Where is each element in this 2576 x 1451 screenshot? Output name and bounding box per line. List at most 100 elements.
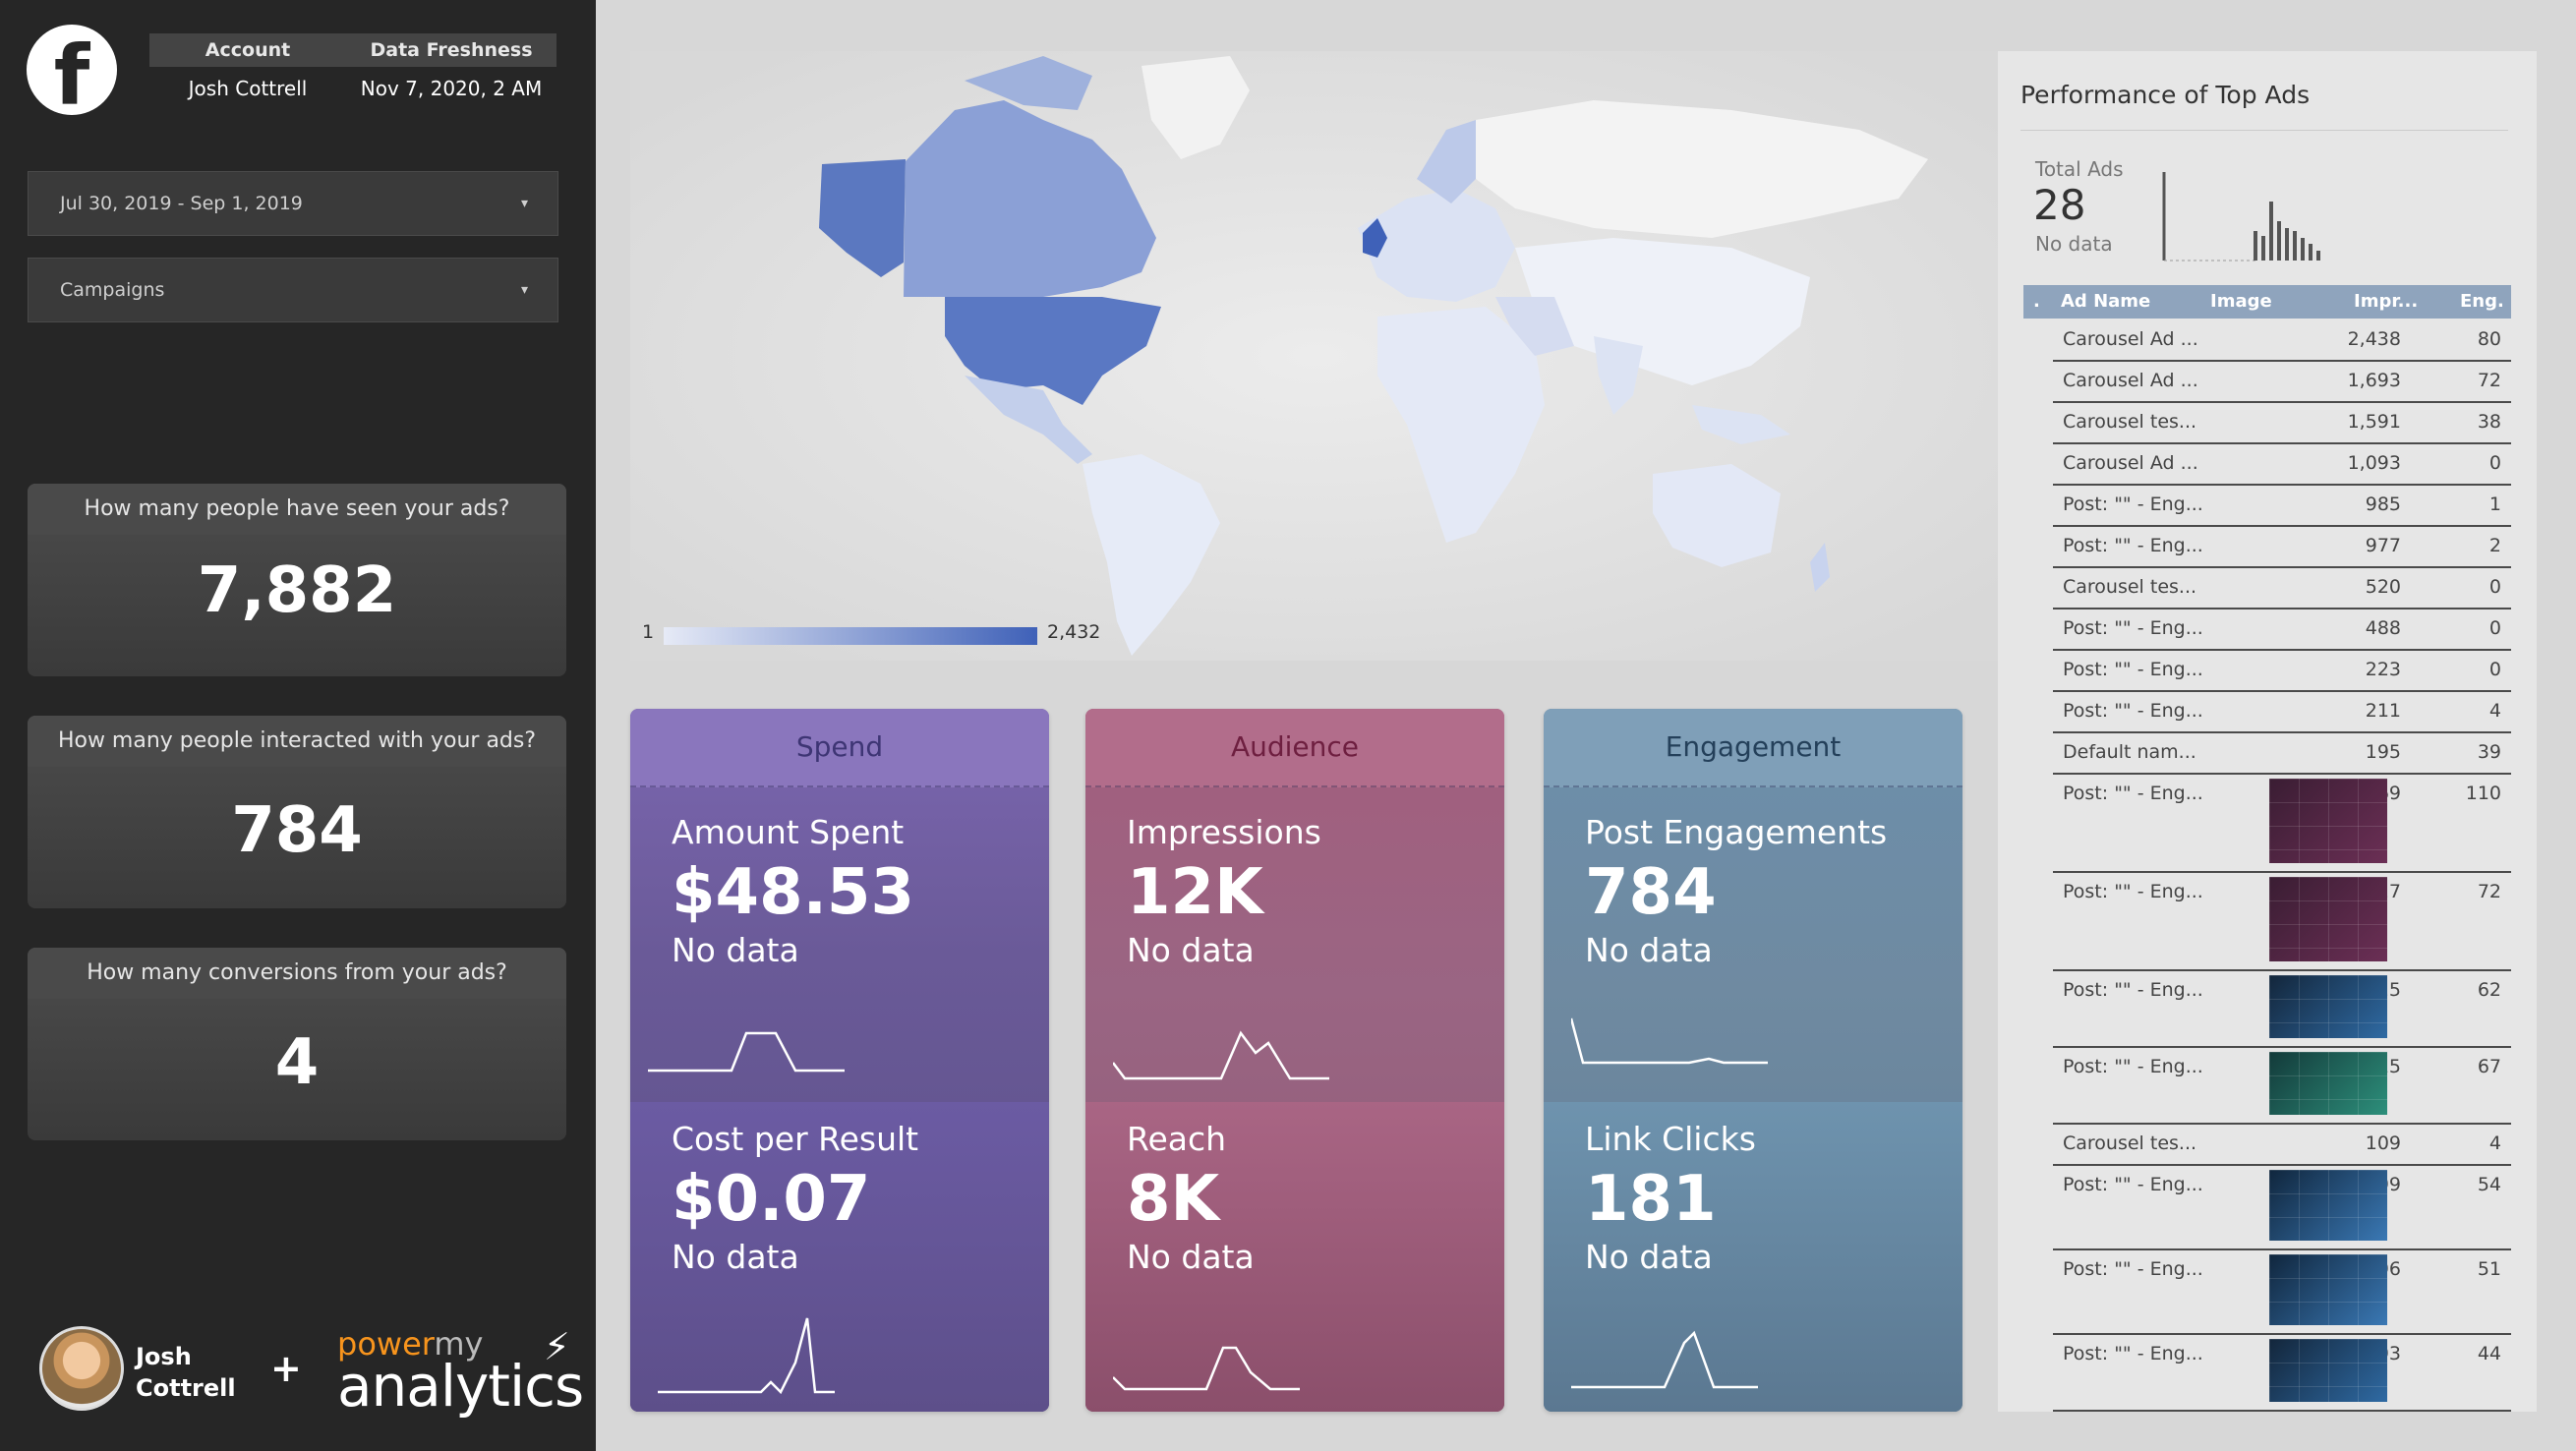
world-map[interactable] [630,51,2003,661]
ad-thumbnail-image[interactable] [2269,1339,2387,1402]
table-row[interactable]: Carousel tes... 1,591 38 [2053,401,2511,444]
metric-nodata: No data [1127,931,1255,969]
engagement-cell: 67 [2477,1056,2501,1077]
link-clicks-sparkline [1571,1330,1758,1389]
world-map-panel [630,51,2003,661]
table-row[interactable]: Carousel Ad ... 1,693 72 [2053,360,2511,403]
ad-name-cell: Post: "" - Eng... [2063,783,2203,804]
engagement-card: Engagement Post Engagements 784 No data … [1544,709,1962,1412]
column-image[interactable]: Image [2210,291,2272,312]
brand-my: my [434,1325,484,1363]
ad-thumbnail-image[interactable] [2269,1170,2387,1241]
ad-thumbnail-image[interactable] [2269,1254,2387,1325]
map-region-australia [1653,464,1781,567]
kpi-value: 7,882 [197,554,397,627]
chevron-down-icon: ▾ [520,196,528,211]
map-region-new-zealand [1810,543,1830,592]
engagement-cell: 54 [2477,1174,2501,1195]
map-region-russia [1476,100,1928,238]
user-last-name: Cottrell [136,1374,236,1402]
table-row[interactable]: Post: "" - Eng...12772 [2053,871,2511,971]
ad-thumbnail-image[interactable] [2269,1052,2387,1115]
top-ads-title: Performance of Top Ads [2020,81,2311,109]
reach-sparkline [1113,1346,1300,1391]
ad-name-cell: Post: "" - Eng... [2063,1258,2203,1280]
impressions-cell: 2,438 [2347,328,2401,350]
table-row[interactable]: Post: "" - Eng...169110 [2053,773,2511,873]
metric-nodata: No data [1585,1238,1713,1276]
ad-name-cell: Post: "" - Eng... [2063,1174,2203,1195]
table-row[interactable]: Carousel Ad ... 1,093 0 [2053,442,2511,486]
map-region-usa [945,297,1161,405]
map-legend-gradient [664,627,1037,645]
user-first-name: Josh [136,1343,192,1370]
data-freshness-value: Nov 7, 2020, 2 AM [360,77,543,100]
ad-name-cell: Carousel Ad ... [2063,328,2198,350]
ad-name-cell: Post: "" - Eng... [2063,1056,2203,1077]
column-impressions[interactable]: Impr... [2354,291,2419,312]
spend-sparkline [648,1031,845,1073]
engagement-cell: 51 [2477,1258,2501,1280]
table-row[interactable]: Post: "" - Eng...12562 [2053,969,2511,1048]
lightning-bolt-icon: ⚡ [544,1325,570,1368]
impressions-cell: 977 [2365,535,2401,556]
ad-thumbnail-image[interactable] [2269,779,2387,863]
ad-name-cell: Default nam... [2063,741,2196,763]
date-range-dropdown[interactable]: Jul 30, 2019 - Sep 1, 2019 ▾ [28,171,558,236]
table-row[interactable]: Carousel tes... 520 0 [2053,566,2511,609]
kpi-question: How many conversions from your ads? [28,948,566,999]
facebook-logo-icon: f [27,25,117,121]
engagement-cell: 72 [2477,370,2501,391]
table-row[interactable]: Post: "" - Eng... 96 51 [2053,1248,2511,1335]
metric-label: Link Clicks [1585,1120,1756,1158]
table-row[interactable]: Post: "" - Eng... 223 0 [2053,649,2511,692]
engagement-cell: 72 [2477,881,2501,902]
table-row[interactable]: Post: "" - Eng... 99 54 [2053,1164,2511,1250]
map-region-scandinavia [1417,120,1476,203]
map-region-uk [1363,218,1387,258]
engagement-cell: 44 [2477,1343,2501,1364]
section-header: Spend [630,709,1049,787]
table-row[interactable]: Post: "" - Eng... 985 1 [2053,484,2511,527]
ad-thumbnail-image[interactable] [2269,975,2387,1038]
table-row[interactable]: Post: "" - Eng... 977 2 [2053,525,2511,568]
ad-thumbnail-image[interactable] [2269,877,2387,961]
kpi-people-interacted: How many people interacted with your ads… [28,716,566,908]
kpi-conversions: How many conversions from your ads? 4 [28,948,566,1140]
ad-name-cell: Carousel tes... [2063,1132,2197,1154]
table-row[interactable]: Post: "" - Eng... 488 0 [2053,608,2511,651]
user-name: Josh Cottrell [136,1341,254,1404]
metric-value: $0.07 [672,1163,871,1236]
table-row[interactable]: Carousel tes... 109 4 [2053,1123,2511,1166]
impressions-cell: 223 [2365,659,2401,680]
table-header: . Ad Name Image Impr... Eng. [2023,285,2511,319]
card-lower-panel [1544,1102,1962,1412]
column-ad-name[interactable]: Ad Name [2061,291,2151,312]
table-row[interactable]: Post: "" - Eng... 211 4 [2053,690,2511,733]
impressions-cell: 109 [2365,1132,2401,1154]
brand-power: power [337,1325,435,1363]
column-engagement[interactable]: Eng. [2460,291,2504,312]
data-freshness-label: Data Freshness [346,33,556,67]
map-region-asia [1515,238,1810,385]
metric-value: $48.53 [672,856,914,929]
ad-name-cell: Post: "" - Eng... [2063,535,2203,556]
table-row[interactable]: Default nam... 195 39 [2053,731,2511,775]
ad-name-cell: Post: "" - Eng... [2063,700,2203,722]
metric-nodata: No data [1127,1238,1255,1276]
map-legend-max: 2,432 [1047,621,1101,643]
map-legend-min: 1 [642,621,655,643]
table-row[interactable]: Post: "" - Eng...11567 [2053,1046,2511,1125]
engagement-cell: 0 [2488,576,2501,598]
sort-indicator[interactable]: . [2033,291,2040,312]
account-label: Account [149,33,346,67]
campaigns-value: Campaigns [60,279,165,301]
table-row[interactable]: Carousel Ad ... 2,438 80 [2053,319,2511,362]
section-header: Engagement [1544,709,1962,787]
campaigns-dropdown[interactable]: Campaigns ▾ [28,258,558,322]
impressions-cell: 211 [2365,700,2401,722]
table-row[interactable]: Post: "" - Eng... 93 44 [2053,1333,2511,1412]
map-region-middle-east [1495,297,1574,356]
engagement-cell: 39 [2477,741,2501,763]
ad-name-cell: Post: "" - Eng... [2063,617,2203,639]
